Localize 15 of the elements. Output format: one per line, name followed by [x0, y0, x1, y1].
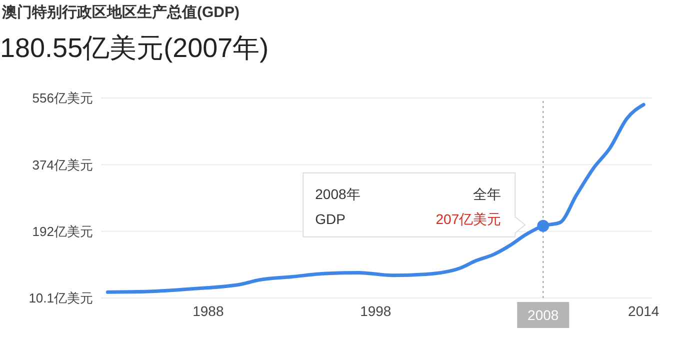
- x-tick-label: 2014: [628, 302, 660, 319]
- x-tick-label: 1988: [192, 302, 224, 319]
- line-series: [106, 102, 646, 294]
- y-tick-label: 192亿美元: [32, 224, 93, 239]
- ref-line-label: 2008: [528, 307, 559, 323]
- x-tick-label: 1998: [360, 302, 392, 319]
- annotation: 全年: [473, 186, 502, 202]
- annotation: 2008年: [315, 186, 360, 202]
- chart-subtitle: 180.55亿美元(2007年): [0, 32, 269, 65]
- y-tick-label: 374亿美元: [32, 157, 93, 172]
- y-tick-label: 10.1亿美元: [28, 290, 93, 306]
- annotation: GDP: [315, 210, 346, 227]
- chart-title: 澳门特别行政区地区生产总值(GDP): [2, 3, 240, 22]
- annotation: 207亿美元: [436, 210, 502, 227]
- y-tick-label: 556亿美元: [32, 90, 93, 106]
